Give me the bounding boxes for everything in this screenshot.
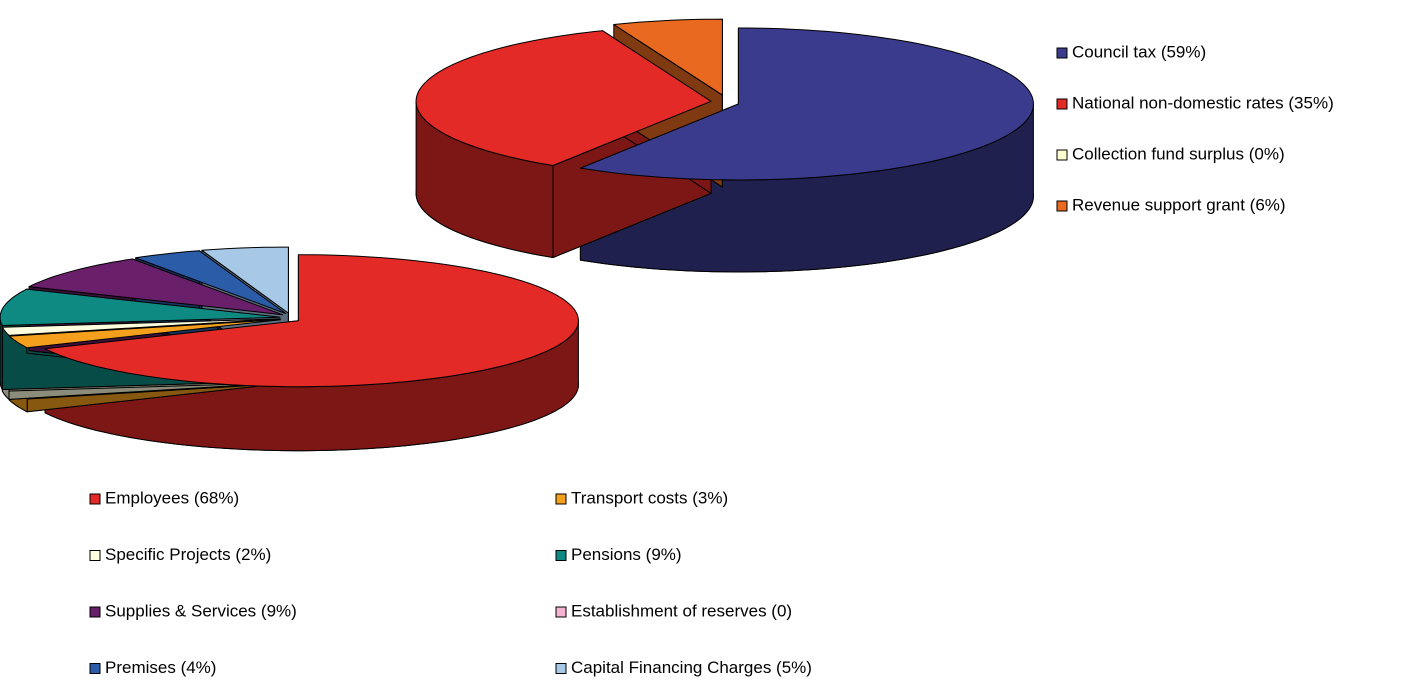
- slice-wall: [0, 316, 3, 390]
- legend-swatch: [555, 606, 567, 618]
- legend-swatch: [89, 606, 101, 618]
- legend-label: Supplies & Services (9%): [105, 601, 297, 620]
- slice: [613, 18, 723, 96]
- legend-swatch: [555, 550, 567, 561]
- legend-label: Employees (68%): [105, 488, 239, 507]
- legend-label: Council tax (59%): [1072, 42, 1206, 61]
- legend-label: Capital Financing Charges (5%): [571, 658, 812, 677]
- legend-swatch: [1056, 200, 1068, 212]
- legend-label: Premises (4%): [105, 658, 216, 677]
- legend-swatch: [1056, 47, 1068, 59]
- legend-swatch: [555, 493, 567, 505]
- slice: [415, 30, 712, 166]
- legend-label: Collection fund surplus (0%): [1072, 144, 1285, 163]
- legend-label: Pensions (9%): [571, 545, 682, 564]
- slice: [135, 250, 287, 314]
- slice: [8, 319, 282, 349]
- legend-swatch: [1056, 98, 1068, 110]
- legend-swatch: [89, 550, 101, 561]
- legend-label: Specific Projects (2%): [105, 545, 271, 564]
- legend-label: Revenue support grant (6%): [1072, 195, 1286, 214]
- slice: [44, 254, 579, 388]
- slice: [579, 27, 1034, 181]
- legend-swatch: [89, 493, 101, 505]
- slice: [1, 318, 281, 336]
- slice: [0, 288, 281, 326]
- legend-swatch: [1056, 149, 1068, 161]
- legend-label: Establishment of reserves (0): [571, 601, 792, 620]
- legend-label: Transport costs (3%): [571, 488, 728, 507]
- slice: [201, 246, 289, 314]
- legend-swatch: [555, 663, 567, 674]
- legend-label: National non-domestic rates (35%): [1072, 93, 1334, 112]
- legend-swatch: [89, 663, 101, 674]
- slice: [28, 258, 283, 316]
